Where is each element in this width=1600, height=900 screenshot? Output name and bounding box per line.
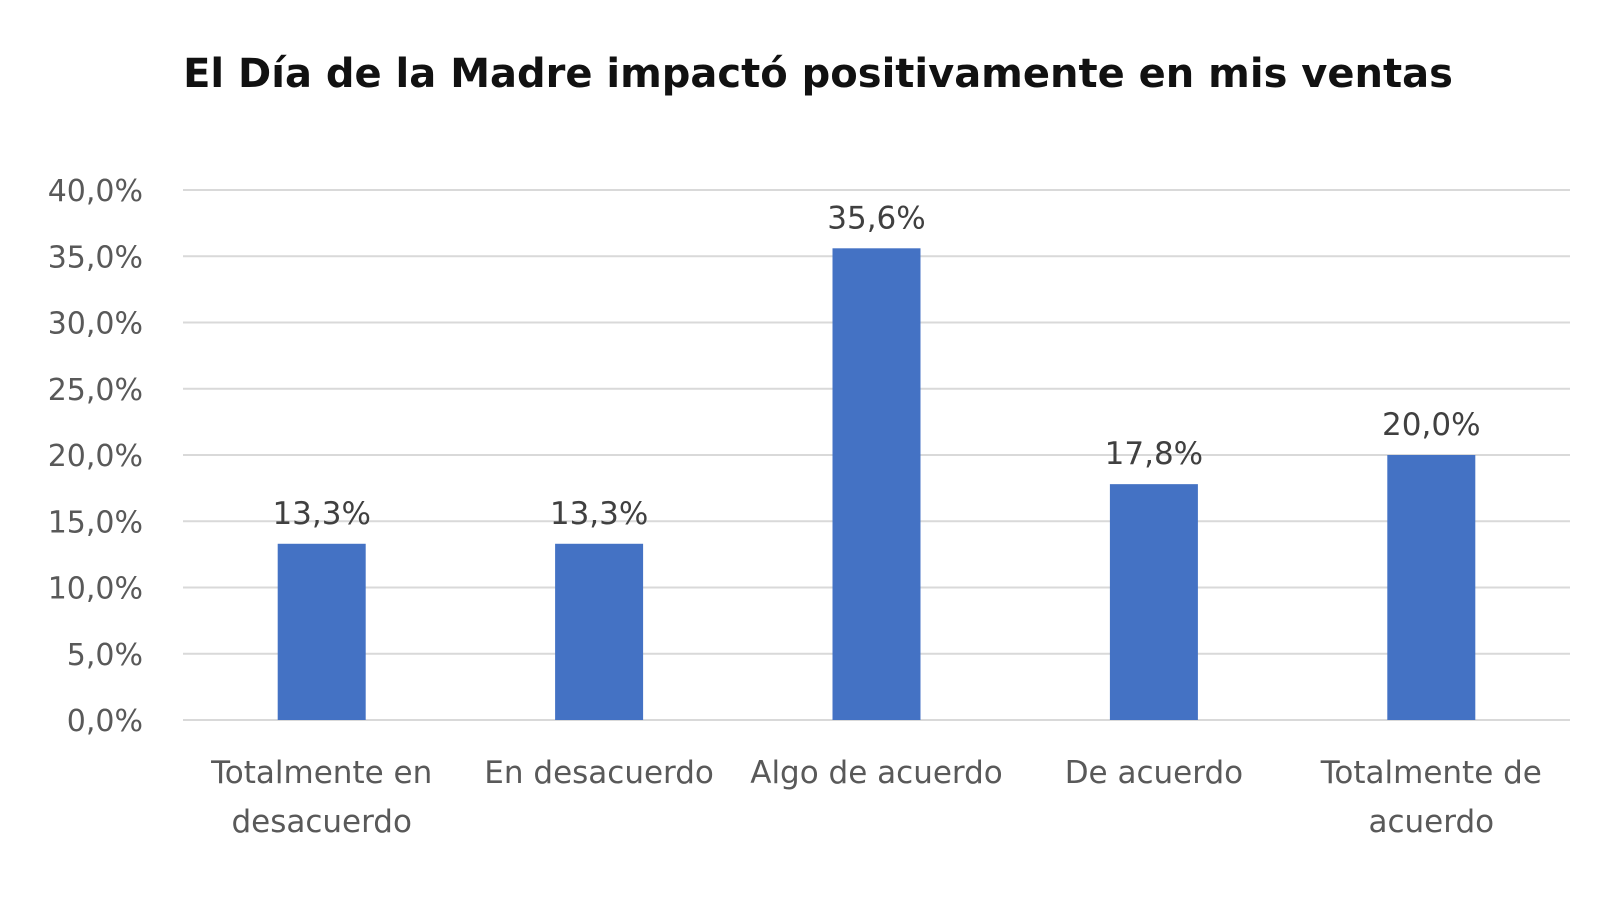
category-label: En desacuerdo <box>484 755 714 791</box>
category-label: Totalmente de acuerdo <box>1320 755 1542 840</box>
bar <box>832 248 921 721</box>
category-label-line: desacuerdo <box>231 804 412 840</box>
y-tick-label: 40,0% <box>48 174 143 209</box>
bar <box>277 543 366 720</box>
bar <box>1109 484 1198 720</box>
y-tick-label: 25,0% <box>48 373 143 408</box>
data-label: 13,3% <box>550 496 648 532</box>
category-label: Totalmente en desacuerdo <box>210 755 432 840</box>
bar <box>1387 455 1476 720</box>
category-label-line: Algo de acuerdo <box>750 755 1003 791</box>
category-label-line: Totalmente de <box>1320 755 1542 791</box>
data-label: 35,6% <box>827 200 925 236</box>
data-label: 17,8% <box>1105 436 1203 472</box>
y-tick-label: 20,0% <box>48 439 143 474</box>
category-label: De acuerdo <box>1065 755 1243 791</box>
y-tick-label: 15,0% <box>48 505 143 540</box>
category-label-line: En desacuerdo <box>484 755 714 791</box>
data-labels: 13,3% 13,3% 35,6% 17,8% 20,0% <box>272 200 1480 531</box>
y-tick-label: 35,0% <box>48 240 143 275</box>
bar <box>555 543 644 720</box>
y-tick-label: 10,0% <box>48 572 143 607</box>
data-label: 13,3% <box>272 496 370 532</box>
category-label-line: acuerdo <box>1368 804 1494 840</box>
category-label: Algo de acuerdo <box>750 755 1003 791</box>
y-tick-label: 0,0% <box>67 704 143 739</box>
x-axis-categories: Totalmente en desacuerdo En desacuerdo Algo… <box>210 755 1542 840</box>
category-label-line: De acuerdo <box>1065 755 1243 791</box>
y-tick-label: 30,0% <box>48 307 143 342</box>
chart-title: El Día de la Madre impactó positivamente… <box>183 51 1453 97</box>
bars <box>277 248 1476 721</box>
y-tick-label: 5,0% <box>67 638 143 673</box>
category-label-line: Totalmente en <box>210 755 432 791</box>
data-label: 20,0% <box>1382 407 1480 443</box>
y-axis-ticks: 0,0% 5,0% 10,0% 15,0% 20,0% 25,0% 30,0% 35,0% 40… <box>48 174 143 739</box>
